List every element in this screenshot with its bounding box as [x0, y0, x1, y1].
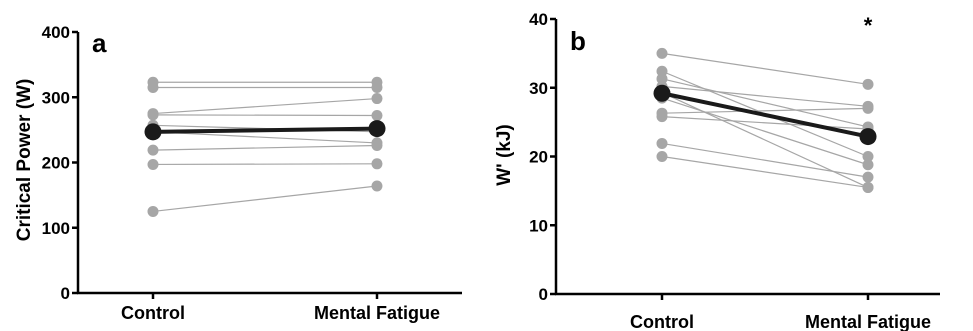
individual-series-line	[152, 131, 378, 144]
y-tick-label: 10	[529, 216, 548, 235]
individual-data-point	[147, 109, 159, 121]
individual-series-line	[661, 52, 869, 85]
mean-series-line	[661, 91, 869, 139]
individual-series-line	[661, 142, 869, 178]
y-tick-label: 0	[539, 285, 548, 304]
chart-panel-a: 0 100 200 300 400 Control Mental Fatigue a Criti…	[14, 23, 462, 323]
individual-series-line	[661, 155, 869, 189]
individual-data-point	[371, 140, 383, 152]
individual-series-line	[661, 85, 869, 107]
y-tick-label: 30	[529, 79, 548, 98]
individual-data-point	[371, 180, 383, 192]
mean-data-point	[368, 120, 386, 138]
individual-series-line	[152, 185, 378, 213]
individual-series-line	[661, 78, 869, 128]
individual-data-point	[656, 47, 668, 59]
individual-data-point	[862, 159, 874, 171]
mean-data-point	[144, 123, 162, 141]
individual-series-line	[661, 92, 869, 188]
individual-data-point	[862, 171, 874, 183]
individual-data-point	[862, 181, 874, 193]
y-axis-title: W' (kJ)	[494, 124, 515, 186]
individual-series-line	[661, 116, 869, 130]
individual-series-line	[661, 97, 869, 166]
mean-data-point	[859, 128, 877, 146]
individual-data-point	[656, 151, 668, 162]
chart-panel-b: 0 10 20 30 40 Control Mental Fatigue b W' (kJ) *	[494, 10, 940, 331]
individual-data-point	[371, 110, 383, 122]
individual-data-point	[147, 81, 159, 93]
x-category-label: Control	[121, 303, 185, 323]
x-category-label: Mental Fatigue	[314, 303, 440, 323]
individual-data-point	[656, 65, 668, 77]
individual-data-point	[371, 158, 383, 170]
individual-data-point	[147, 144, 159, 156]
individual-series-line	[152, 163, 378, 166]
individual-data-point	[656, 111, 668, 123]
panel-letter: a	[92, 28, 107, 58]
individual-data-point	[147, 205, 159, 217]
x-category-label: Mental Fatigue	[805, 312, 931, 331]
y-tick-label: 400	[42, 23, 70, 42]
y-tick-label: 300	[42, 88, 70, 107]
individual-series-line	[152, 144, 378, 151]
y-tick-label: 200	[42, 154, 70, 173]
individual-data-point	[656, 137, 668, 149]
individual-data-point	[147, 158, 159, 170]
individual-data-point	[862, 102, 874, 114]
significance-asterisk: *	[864, 13, 873, 38]
panel-letter: b	[570, 26, 586, 56]
individual-data-point	[656, 73, 668, 85]
y-tick-label: 40	[529, 10, 548, 29]
mean-data-point	[653, 84, 671, 102]
individual-data-point	[862, 151, 874, 162]
y-tick-label: 100	[42, 219, 70, 238]
x-category-label: Control	[630, 312, 694, 331]
y-axis-title: Critical Power (W)	[14, 79, 35, 242]
individual-series-line	[152, 114, 378, 117]
individual-series-line	[152, 97, 378, 115]
mean-series-line	[152, 126, 378, 134]
y-tick-label: 0	[61, 284, 70, 303]
individual-series-line	[661, 107, 869, 114]
individual-data-point	[371, 81, 383, 93]
individual-data-point	[371, 93, 383, 105]
y-tick-label: 20	[529, 148, 548, 167]
individual-data-point	[862, 78, 874, 90]
